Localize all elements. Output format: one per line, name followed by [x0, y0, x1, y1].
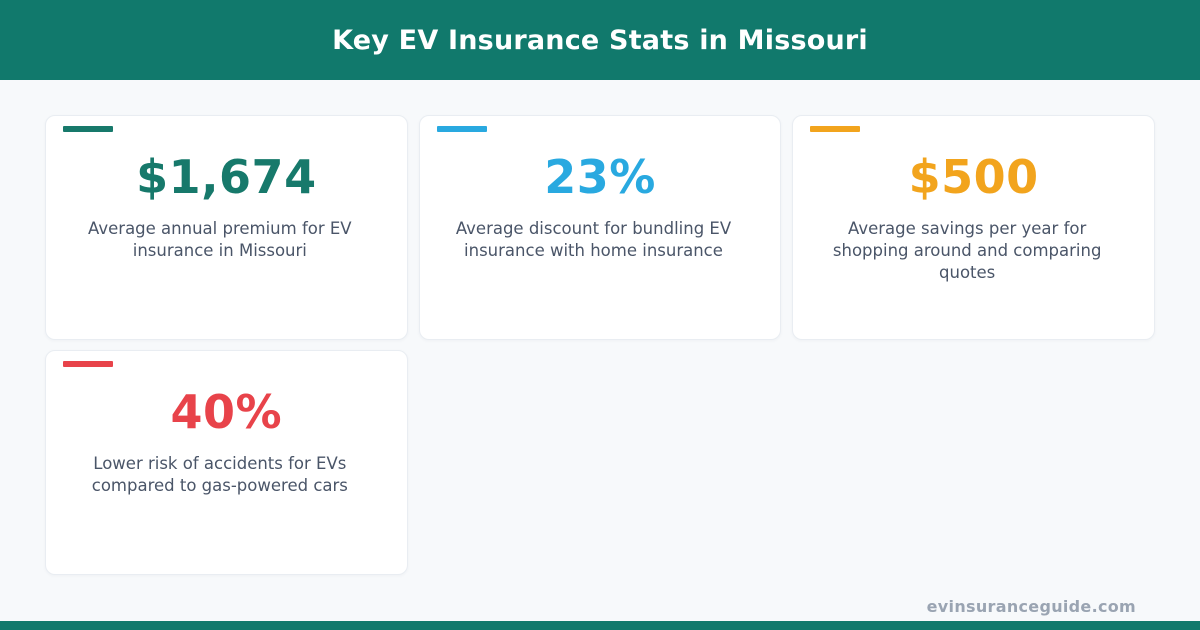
stat-card-shopping-savings: $500 Average savings per year for shoppi… [792, 115, 1155, 340]
stat-card-bundling-discount: 23% Average discount for bundling EV ins… [418, 115, 782, 340]
stat-value: 40% [170, 385, 283, 439]
accent-bar [436, 126, 487, 132]
stat-value: $1,674 [136, 150, 317, 204]
bottom-accent-bar [0, 621, 1200, 630]
accent-bar [63, 126, 113, 132]
accent-bar [63, 361, 113, 367]
accent-bar [810, 126, 861, 132]
stat-description: Average discount for bundling EV insuran… [455, 219, 732, 260]
stat-description: Lower risk of accidents for EVs compared… [91, 454, 348, 495]
website-attribution: evinsuranceguide.com [926, 597, 1136, 616]
stat-value: $500 [908, 150, 1039, 204]
page-title: Key EV Insurance Stats in Missouri [332, 24, 868, 56]
stat-description: Average savings per year for shopping ar… [832, 219, 1102, 282]
stat-card-annual-premium: $1,674 Average annual premium for EV ins… [45, 115, 408, 340]
stat-card-accident-risk: 40% Lower risk of accidents for EVs comp… [45, 350, 408, 575]
stat-description: Average annual premium for EV insurance … [88, 219, 352, 260]
stat-cards-grid: $1,674 Average annual premium for EV ins… [0, 80, 1200, 575]
header-banner: Key EV Insurance Stats in Missouri [0, 0, 1200, 80]
stat-value: 23% [544, 150, 656, 204]
